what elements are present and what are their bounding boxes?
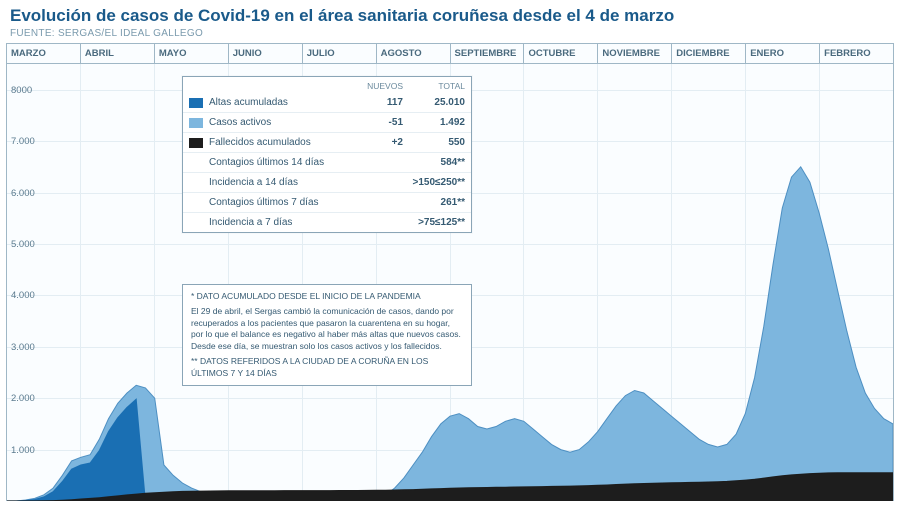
month-label: MAYO <box>155 44 229 63</box>
month-label: SEPTIEMBRE <box>451 44 525 63</box>
legend-swatch <box>189 138 203 148</box>
legend-col-total: TOTAL <box>403 81 465 91</box>
legend-row: Contagios últimos 7 días 261** <box>183 192 471 212</box>
legend-total-value: 584** <box>403 157 465 168</box>
legend-col-new: NUEVOS <box>355 81 403 91</box>
legend-new-value: +2 <box>355 137 403 148</box>
note-line-2: El 29 de abril, el Sergas cambió la comu… <box>191 306 463 352</box>
chart-container: MARZOABRILMAYOJUNIOJULIOAGOSTOSEPTIEMBRE… <box>6 43 894 501</box>
chart-title: Evolución de casos de Covid-19 en el áre… <box>0 0 900 28</box>
month-label: ABRIL <box>81 44 155 63</box>
legend-label: Altas acumuladas <box>209 97 355 108</box>
legend-total-value: >75≤125** <box>403 217 465 228</box>
month-label: AGOSTO <box>377 44 451 63</box>
month-label: DICIEMBRE <box>672 44 746 63</box>
legend-swatch <box>189 98 203 108</box>
legend-row: Incidencia a 14 días >150≤250** <box>183 172 471 192</box>
legend-row: Altas acumuladas11725.010 <box>183 93 471 112</box>
month-label: OCTUBRE <box>524 44 598 63</box>
legend-box: NUEVOS TOTAL Altas acumuladas11725.010Ca… <box>182 76 472 233</box>
legend-new-value: 117 <box>355 97 403 108</box>
legend-row: Fallecidos acumulados+2550 <box>183 132 471 152</box>
month-label: JULIO <box>303 44 377 63</box>
legend-label: Casos activos <box>209 117 355 128</box>
month-label: ENERO <box>746 44 820 63</box>
legend-row: Contagios últimos 14 días 584** <box>183 152 471 172</box>
legend-label: Incidencia a 7 días <box>209 217 355 228</box>
month-label: NOVIEMBRE <box>598 44 672 63</box>
month-label: JUNIO <box>229 44 303 63</box>
legend-total-value: 550 <box>403 137 465 148</box>
legend-label: Incidencia a 14 días <box>209 177 355 188</box>
month-label: FEBRERO <box>820 44 893 63</box>
legend-total-value: 25.010 <box>403 97 465 108</box>
legend-swatch <box>189 118 203 128</box>
legend-label: Contagios últimos 14 días <box>209 157 355 168</box>
chart-source: FUENTE: SERGAS/EL IDEAL GALLEGO <box>0 28 900 43</box>
notes-box: * DATO ACUMULADO DESDE EL INICIO DE LA P… <box>182 284 472 386</box>
plot-area: 1.0002.0003.0004.0005.0006.0007.0008000 … <box>7 64 893 501</box>
legend-row: Incidencia a 7 días >75≤125** <box>183 212 471 232</box>
note-line-1: * DATO ACUMULADO DESDE EL INICIO DE LA P… <box>191 291 463 302</box>
legend-header: NUEVOS TOTAL <box>183 77 471 93</box>
legend-total-value: 261** <box>403 197 465 208</box>
legend-label: Fallecidos acumulados <box>209 137 355 148</box>
legend-label: Contagios últimos 7 días <box>209 197 355 208</box>
note-line-3: ** DATOS REFERIDOS A LA CIUDAD DE A CORU… <box>191 356 463 379</box>
legend-row: Casos activos-511.492 <box>183 112 471 132</box>
month-label: MARZO <box>7 44 81 63</box>
legend-total-value: 1.492 <box>403 117 465 128</box>
legend-total-value: >150≤250** <box>403 177 465 188</box>
month-axis: MARZOABRILMAYOJUNIOJULIOAGOSTOSEPTIEMBRE… <box>7 44 893 64</box>
legend-new-value: -51 <box>355 117 403 128</box>
